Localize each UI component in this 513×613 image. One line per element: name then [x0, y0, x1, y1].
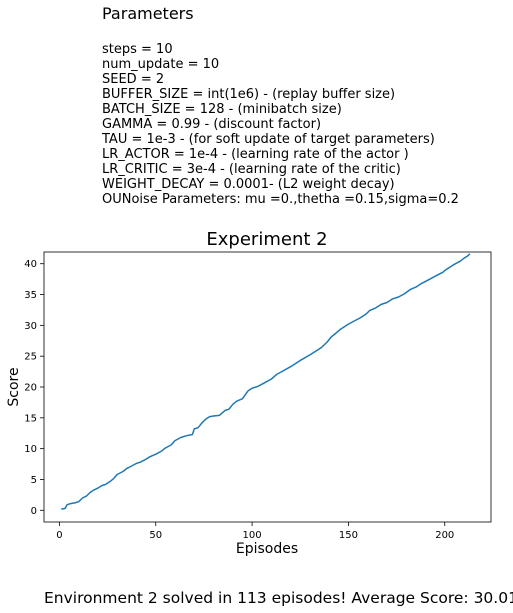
parameter-line: BUFFER_SIZE = int(1e6) - (replay buffer … — [102, 87, 396, 102]
parameter-line: SEED = 2 — [102, 72, 165, 87]
y-tick-label: 20 — [24, 383, 37, 394]
parameter-line: LR_ACTOR = 1e-4 - (learning rate of the … — [102, 147, 409, 162]
parameters-list: steps = 10 num_update = 10 SEED = 2 BUFFER_… — [102, 42, 459, 207]
x-tick-label: 100 — [243, 530, 262, 541]
chart-title: Experiment 2 — [206, 229, 327, 250]
x-tick-label: 200 — [435, 530, 454, 541]
x-tick-label: 0 — [56, 530, 62, 541]
x-tick-label: 50 — [149, 530, 162, 541]
y-tick-label: 0 — [31, 506, 37, 517]
parameter-line: OUNoise Parameters: mu =0.,thetha =0.15,… — [102, 192, 459, 207]
x-axis: 0 50 100 150 200 — [56, 522, 454, 541]
y-tick-label: 30 — [24, 321, 37, 332]
parameter-line: GAMMA = 0.99 - (discount factor) — [102, 117, 322, 132]
line-chart: Experiment 2 0 5 10 15 20 25 30 35 40 0 50 100 150 2… — [6, 229, 492, 557]
parameters-block: Parameters steps = 10 num_update = 10 SEED… — [102, 4, 459, 207]
x-tick-label: 150 — [339, 530, 358, 541]
parameter-line: TAU = 1e-3 - (for soft update of target … — [102, 132, 435, 147]
y-axis: 0 5 10 15 20 25 30 35 40 — [24, 259, 44, 517]
y-tick-label: 5 — [31, 475, 37, 486]
result-summary: Environment 2 solved in 113 episodes! Av… — [44, 589, 513, 607]
score-series-line — [61, 253, 471, 510]
y-tick-label: 25 — [24, 352, 37, 363]
parameter-line: num_update = 10 — [102, 57, 220, 72]
y-tick-label: 40 — [24, 259, 37, 270]
parameter-line: WEIGHT_DECAY = 0.0001- (L2 weight decay) — [102, 177, 395, 192]
parameter-line: LR_CRITIC = 3e-4 - (learning rate of the… — [102, 162, 401, 177]
y-tick-label: 35 — [24, 290, 37, 301]
parameter-line: BATCH_SIZE = 128 - (minibatch size) — [102, 102, 342, 117]
y-axis-label: Score — [6, 367, 22, 406]
y-tick-label: 15 — [24, 413, 37, 424]
parameter-line: steps = 10 — [102, 42, 173, 57]
parameters-title: Parameters — [102, 4, 194, 23]
x-axis-label: Episodes — [236, 541, 298, 557]
y-tick-label: 10 — [24, 444, 37, 455]
